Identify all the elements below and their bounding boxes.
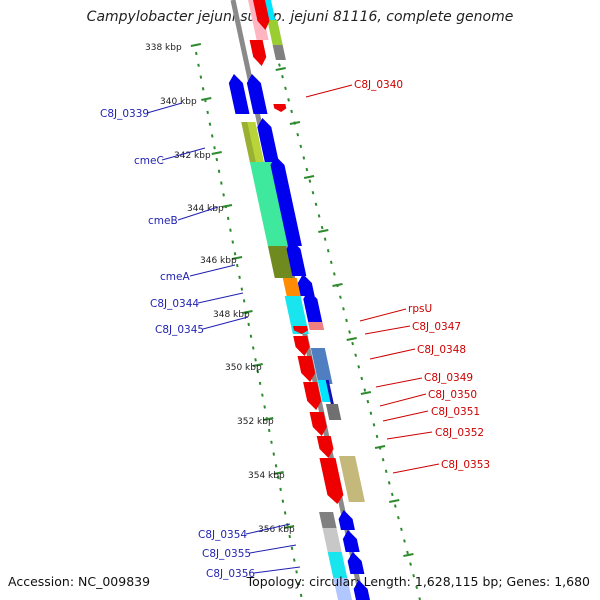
- scale-tick: [318, 229, 329, 233]
- scale-tick: [283, 525, 295, 529]
- scale-tick: [190, 43, 202, 47]
- gene-label-c8j-0349: C8J_0349: [424, 372, 473, 384]
- gene-label-c8j-0350: C8J_0350: [428, 389, 477, 401]
- gene-block-c8j-0354: [319, 512, 337, 528]
- gene-label-c8j-0351: C8J_0351: [431, 406, 480, 418]
- gene-arrow-forward: [347, 552, 365, 574]
- scale-tick: [262, 417, 274, 421]
- scale-tick: [289, 121, 301, 125]
- gene-block-c8j-0351: [325, 404, 342, 420]
- feature-blocks: [228, 0, 370, 600]
- scale-tick: [201, 97, 212, 101]
- scale-label: 348 kbp: [213, 310, 250, 320]
- right-gene-labels: C8J_0340 rpsU C8J_0347 C8J_0348 C8J_0349…: [354, 79, 490, 471]
- gene-arrow-cmea: [286, 240, 307, 276]
- scale-label: 344 kbp: [187, 204, 224, 214]
- scale-tick: [273, 471, 284, 475]
- left-label-connectors: [146, 102, 301, 574]
- gene-block-cmec-highlight: [247, 122, 264, 162]
- gene-block-grey: [272, 45, 286, 60]
- gene-arrow-cmec: [257, 118, 279, 162]
- gene-label-c8j-0347: C8J_0347: [412, 321, 461, 333]
- scale-tick: [275, 67, 286, 71]
- scale-label: 350 kbp: [225, 363, 262, 373]
- gene-arrow-reverse: [249, 40, 267, 66]
- scale-label: 346 kbp: [200, 256, 237, 266]
- gene-arrow-reverse: [319, 458, 344, 504]
- gene-block-cmeb: [249, 162, 294, 246]
- gene-arrow-c8j-0345: [303, 290, 324, 330]
- gene-block-c8j-0355: [322, 528, 342, 552]
- scale-label: 354 kbp: [248, 471, 285, 481]
- topology-info: Topology: circular; Length: 1,628,115 bp…: [246, 574, 590, 589]
- gene-arrow-forward: [353, 580, 370, 600]
- gene-arrow-rpsu: [293, 326, 309, 334]
- scale-tick: [221, 204, 233, 208]
- gene-arrow-reverse: [309, 412, 327, 436]
- gene-label-c8j-0352: C8J_0352: [435, 427, 484, 439]
- gene-block-c8j-0348: [310, 348, 333, 384]
- gene-arrow-cmeb: [270, 156, 302, 246]
- scale-tick: [231, 256, 243, 260]
- gene-label-c8j-0356: C8J_0356: [206, 568, 255, 580]
- gene-label-cmea: cmeA: [160, 271, 190, 283]
- gene-block-c8j-0347: [308, 322, 324, 330]
- left-gene-labels: C8J_0339 cmeC cmeB cmeA C8J_0344 C8J_034…: [100, 108, 255, 580]
- gene-label-c8j-0339: C8J_0339: [100, 108, 149, 120]
- gene-block-c8j-0350: [325, 380, 334, 404]
- scale-tick: [211, 151, 222, 155]
- gene-arrow-reverse: [303, 382, 322, 410]
- scale-tick: [403, 553, 414, 557]
- scale-tick: [303, 175, 315, 179]
- gene-label-c8j-0348: C8J_0348: [417, 344, 466, 356]
- scale-tick: [242, 310, 253, 314]
- gene-block-c8j-0353: [339, 456, 365, 502]
- scale-ticks: [190, 43, 414, 557]
- gene-arrow-reverse: [253, 0, 270, 30]
- gene-label-c8j-0345: C8J_0345: [155, 324, 204, 336]
- gene-block-c8j-0356: [327, 552, 348, 578]
- gene-label-c8j-0354: C8J_0354: [198, 529, 247, 541]
- scale-label: 338 kbp: [145, 43, 182, 53]
- gene-arrow-reverse: [273, 104, 287, 112]
- scale-tick: [252, 363, 263, 367]
- gene-block-c8j-0344: [282, 278, 301, 296]
- scale-label: 352 kbp: [237, 417, 274, 427]
- scale-tick: [374, 445, 386, 449]
- accession-info: Accession: NC_009839: [8, 574, 151, 589]
- gene-block-cmea: [267, 246, 293, 278]
- gene-label-c8j-0355: C8J_0355: [202, 548, 251, 560]
- gene-arrow-reverse: [293, 336, 310, 356]
- gene-label-cmec: cmeC: [134, 155, 164, 167]
- scale-labels: 338 kbp 340 kbp 342 kbp 344 kbp 346 kbp …: [145, 43, 295, 535]
- gene-arrow-c8j-0352: [316, 436, 334, 458]
- scale-tick: [389, 499, 400, 503]
- right-label-connectors: [305, 84, 440, 474]
- gene-arrow-forward: [342, 530, 360, 552]
- gene-arrow-forward: [246, 74, 268, 114]
- gene-arrow-c8j-0344: [297, 274, 315, 296]
- scale-tick: [332, 283, 343, 287]
- gene-label-cmeb: cmeB: [148, 215, 178, 227]
- gene-block-lightblue: [333, 578, 352, 600]
- gene-label-rpsu: rpsU: [408, 303, 432, 315]
- gene-arrow-forward: [338, 510, 355, 530]
- map-title: Campylobacter jejuni subsp. jejuni 81116…: [86, 9, 514, 25]
- gene-label-c8j-0353: C8J_0353: [441, 459, 490, 471]
- gene-block-green: [267, 20, 283, 45]
- gene-arrow-forward: [228, 74, 250, 114]
- scale-label: 342 kbp: [174, 151, 211, 161]
- scale-label: 340 kbp: [160, 97, 197, 107]
- scale-label: 356 kbp: [258, 525, 295, 535]
- scale-tick: [346, 337, 357, 341]
- gene-label-c8j-0344: C8J_0344: [150, 298, 199, 310]
- scale-tick: [360, 391, 372, 395]
- gene-arrow-reverse: [297, 356, 316, 382]
- gene-label-c8j-0340: C8J_0340: [354, 79, 403, 91]
- gene-block-c8j-0345: [284, 296, 309, 334]
